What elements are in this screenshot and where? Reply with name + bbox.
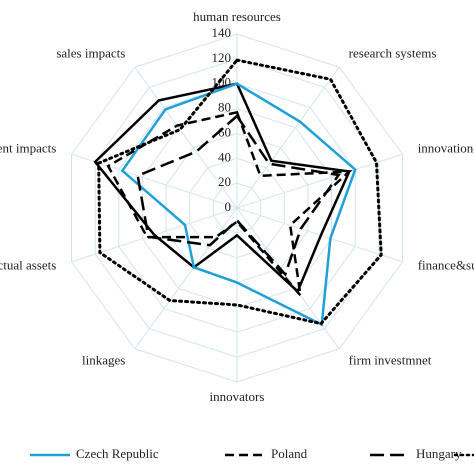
category-label: intellectual assets [0,258,56,273]
series-line [93,82,352,294]
r-tick-label: 140 [212,25,232,40]
category-label: innovation-friendly environment [418,140,474,155]
axis-spoke [134,66,238,209]
series-line [136,114,341,277]
category-label: research systems [349,45,437,60]
r-tick-label: 0 [225,199,232,214]
category-label: innovators [210,389,265,404]
category-label: human resources [193,9,281,24]
grid-ring [94,58,380,358]
category-label: linkages [82,353,125,368]
category-label: firm investmnet [349,353,432,368]
category-label: sales impacts [56,45,125,60]
category-label: finance&support [418,258,474,273]
grid-ring [141,108,333,308]
axis-spoke [236,153,403,209]
series-line [120,82,357,327]
r-tick-label: 40 [218,149,231,164]
grid-ring [212,182,262,234]
legend-label: Hungary [416,446,462,461]
r-tick-label: 80 [218,100,231,115]
category-label: employment impacts [0,140,56,155]
r-tick-label: 120 [212,50,232,65]
series-line [97,58,383,326]
r-tick-label: 20 [218,174,231,189]
grid-ring [71,33,403,383]
axis-spoke [134,207,238,350]
legend-label: Poland [271,446,308,461]
legend-label: Czech Republic [76,446,159,461]
grid-ring [189,157,285,259]
axis-spoke [236,66,340,209]
